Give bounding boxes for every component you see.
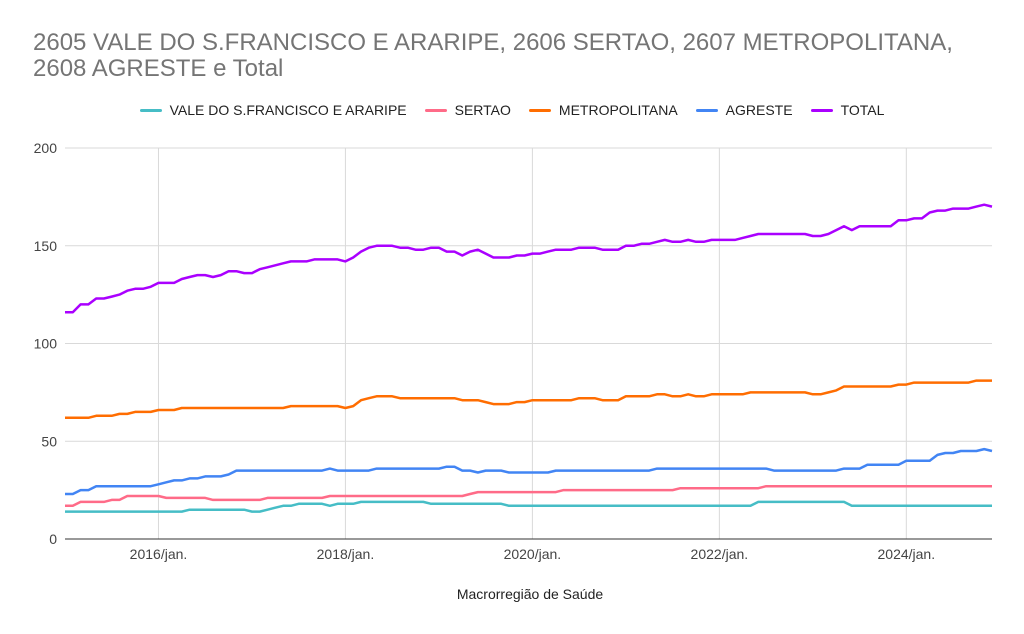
series-line-sertao [65,484,992,508]
y-tick-label: 50 [41,433,57,449]
series-line-total [65,203,993,314]
legend-label: VALE DO S.FRANCISCO E ARARIPE [169,102,407,118]
legend: VALE DO S.FRANCISCO E ARARIPE SERTAO METRO… [0,102,1024,118]
legend-item[interactable]: VALE DO S.FRANCISCO E ARARIPE [139,102,407,118]
x-tick-label: 2020/jan. [504,546,562,562]
chart-title: 2605 VALE DO S.FRANCISCO E ARARIPE, 2606… [33,29,953,82]
legend-swatch [695,108,718,112]
y-tick-label: 0 [49,531,57,547]
series-line-agreste [65,447,993,496]
legend-item[interactable]: TOTAL [810,102,885,118]
legend-swatch [139,108,162,112]
x-tick-label: 2018/jan. [317,546,375,562]
legend-item[interactable]: SERTAO [424,102,511,118]
x-tick-label: 2016/jan. [130,546,188,562]
legend-label: METROPOLITANA [558,102,678,118]
legend-item[interactable]: METROPOLITANA [528,102,678,118]
legend-item[interactable]: AGRESTE [695,102,793,118]
x-tick-label: 2024/jan. [878,546,936,562]
legend-swatch [424,108,447,112]
legend-swatch [810,108,833,112]
y-tick-label: 100 [34,336,58,352]
x-tick-label: 2022/jan. [691,546,749,562]
series-line-metropolitana [65,379,992,420]
legend-label: TOTAL [840,102,885,118]
y-tick-label: 200 [34,140,58,156]
y-tick-label: 150 [34,238,58,254]
legend-label: SERTAO [454,102,511,118]
legend-label: AGRESTE [725,102,793,118]
legend-swatch [528,108,551,112]
series-line-vale-do-s-francisco-e-araripe [65,500,992,513]
x-axis-title: Macrorregião de Saúde [456,586,604,602]
